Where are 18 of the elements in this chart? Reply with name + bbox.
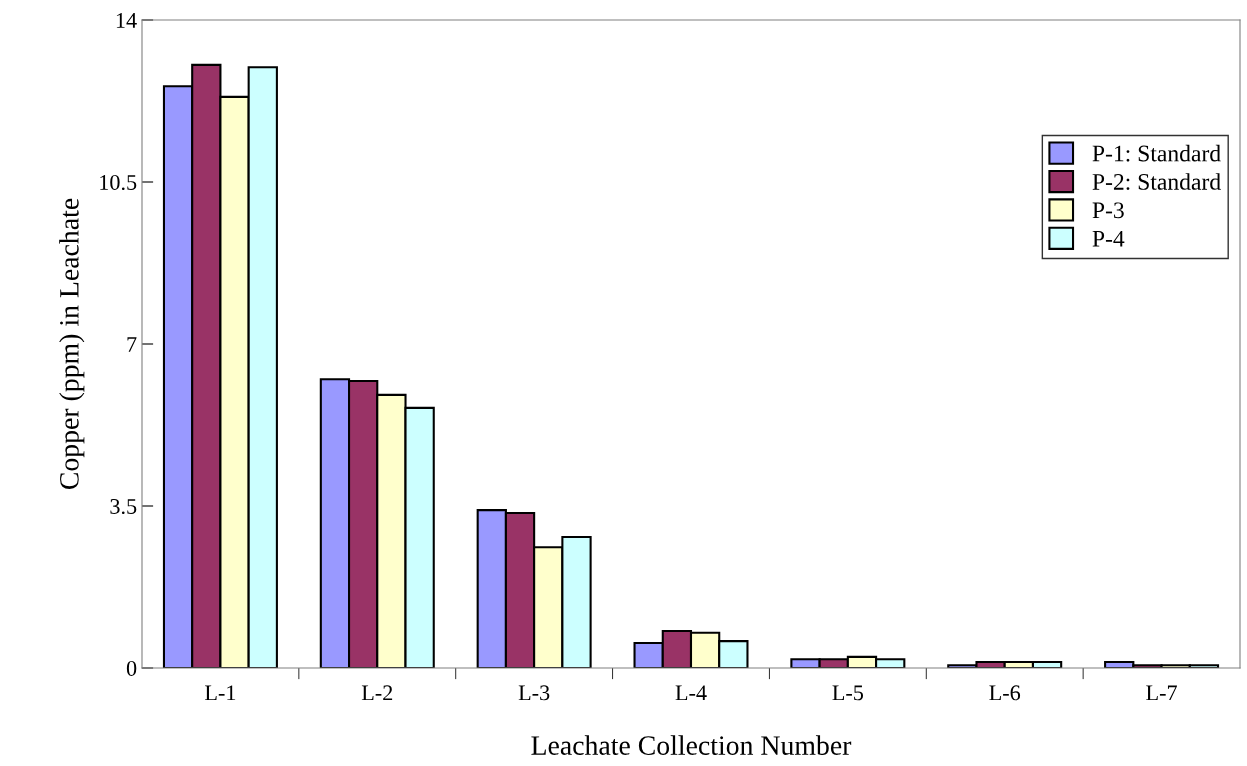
legend-label: P-1: Standard (1092, 144, 1221, 162)
legend-label: P-3 (1092, 202, 1124, 219)
x-tick-label: L-3 (518, 685, 550, 701)
x-tick-label: L-6 (989, 685, 1021, 701)
y-tick-label: 0 (126, 660, 137, 676)
x-tick-label: L-5 (832, 685, 864, 701)
x-axis-title: Leachate Collection Number (531, 735, 852, 755)
y-tick-label: 10.5 (100, 174, 137, 191)
x-tick-label: L-1 (205, 685, 236, 701)
y-axis-title: Copper (ppm) in Leachate (59, 198, 85, 490)
legend-label: P-4 (1092, 230, 1125, 247)
x-tick-label: L-4 (675, 685, 707, 701)
x-tick-label: L-7 (1146, 685, 1177, 701)
y-tick-label: 14 (116, 13, 137, 28)
y-tick-label: 7 (127, 337, 137, 352)
legend-label: P-2: Standard (1092, 173, 1221, 190)
x-tick-label: L-2 (361, 685, 393, 701)
y-tick-label: 3.5 (110, 498, 137, 515)
